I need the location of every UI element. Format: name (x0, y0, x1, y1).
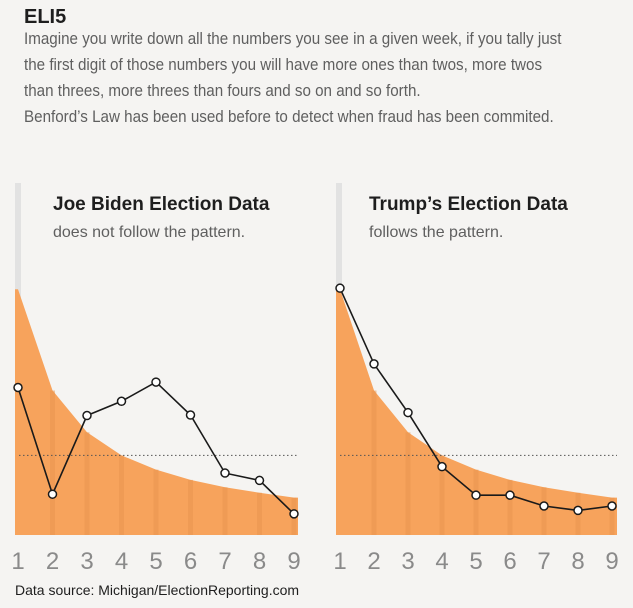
data-point (13, 382, 23, 393)
data-source-note: Data source: Michigan/ElectionReporting.… (15, 582, 300, 598)
chart-subtitle: follows the pattern. (369, 224, 503, 241)
x-tick-label: 8 (253, 548, 266, 575)
data-point (471, 490, 481, 500)
data-point (220, 468, 230, 478)
x-tick-label: 5 (149, 548, 162, 575)
x-tick-label: 1 (333, 548, 346, 575)
x-tick-label: 9 (287, 548, 300, 575)
data-point (289, 509, 299, 519)
data-point (335, 283, 345, 293)
data-point (47, 489, 58, 499)
x-tick-label: 8 (571, 548, 584, 575)
x-tick-label: 6 (184, 548, 197, 575)
x-tick-label: 2 (367, 548, 380, 575)
data-point (82, 410, 92, 421)
x-tick-label: 9 (605, 548, 618, 575)
x-tick-label: 2 (46, 548, 59, 575)
description-line-1: Imagine you write down all the numbers y… (24, 30, 562, 48)
data-point (573, 505, 583, 516)
chart-panel-2: Trump’s Election Data follows the pattern… (333, 183, 619, 575)
data-point (116, 396, 127, 407)
x-tick-label: 7 (537, 548, 550, 575)
data-point (403, 407, 413, 418)
x-tick-label: 3 (80, 548, 93, 575)
description-line-2: the first digit of those numbers you wil… (24, 56, 543, 74)
data-point (539, 501, 549, 511)
data-point (185, 410, 196, 420)
description-line-4: Benford’s Law has been used before to de… (24, 108, 554, 126)
x-tick-label: 6 (503, 548, 516, 575)
chart-panel-1: Joe Biden Election Data does not follow t… (11, 183, 301, 575)
chart-subtitle: does not follow the pattern. (53, 224, 245, 241)
x-tick-label: 4 (115, 548, 128, 575)
data-point (505, 490, 515, 500)
description-line-3: than threes, more threes than fours and … (24, 82, 421, 100)
data-point (151, 377, 161, 387)
data-point (437, 461, 447, 472)
x-tick-label: 3 (401, 548, 414, 575)
page-title: ELI5 (24, 6, 67, 28)
data-point (369, 359, 379, 369)
x-tick-label: 5 (469, 548, 482, 575)
x-tick-label: 1 (11, 548, 24, 575)
x-tick-label: 7 (218, 548, 231, 575)
data-point (607, 501, 617, 511)
x-tick-label: 4 (435, 548, 448, 575)
chart-title: Trump’s Election Data (369, 194, 568, 215)
chart-title: Joe Biden Election Data (53, 194, 270, 215)
data-point (254, 475, 265, 486)
